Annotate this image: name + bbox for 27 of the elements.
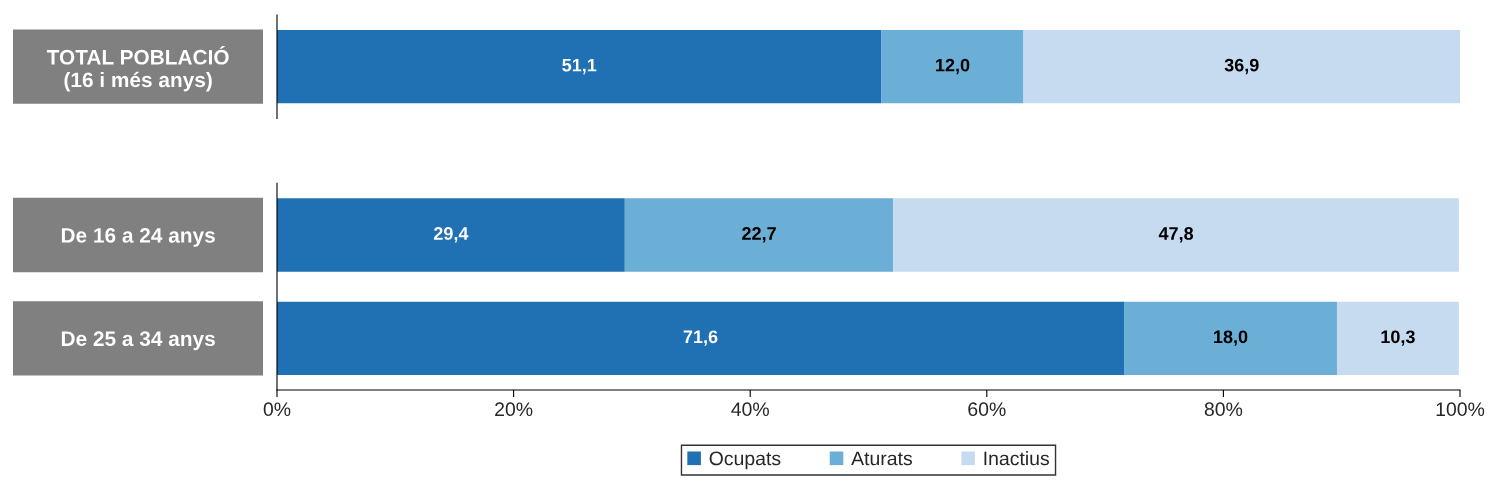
legend-label: Inactius — [984, 451, 1049, 466]
data-label: 10,3 — [1381, 330, 1415, 346]
data-label: 47,8 — [1158, 227, 1194, 243]
legend-label: Aturats — [851, 451, 912, 466]
bar — [277, 198, 625, 272]
data-label: 71,6 — [683, 330, 718, 346]
bar — [1336, 301, 1459, 376]
data-label: 12,0 — [936, 58, 970, 75]
data-label: 29,4 — [433, 227, 469, 243]
bar — [893, 198, 1459, 272]
bar — [1124, 301, 1337, 376]
legend-label: Ocupats — [709, 451, 781, 470]
data-label: 36,9 — [1224, 58, 1259, 75]
y-tick-label: De 25 a 34 anys — [61, 331, 215, 351]
bar — [624, 198, 894, 272]
y-tick-label: De 16 a 24 anys — [61, 228, 215, 247]
x-tick-label: 20% — [495, 402, 533, 417]
y-tick-label: TOTAL POBLACIÓ (16 i més anys) — [46, 45, 229, 92]
x-tick-label: 40% — [731, 402, 769, 417]
x-tick-label: 0% — [263, 402, 291, 417]
x-tick-label: 80% — [1204, 402, 1243, 417]
data-label: 18,0 — [1214, 330, 1248, 346]
data-label: 22,7 — [742, 227, 776, 243]
x-tick-label: 60% — [968, 402, 1006, 417]
x-tick-label: 100% — [1436, 402, 1485, 417]
data-label: 51,1 — [562, 58, 597, 75]
bar — [277, 301, 1125, 376]
